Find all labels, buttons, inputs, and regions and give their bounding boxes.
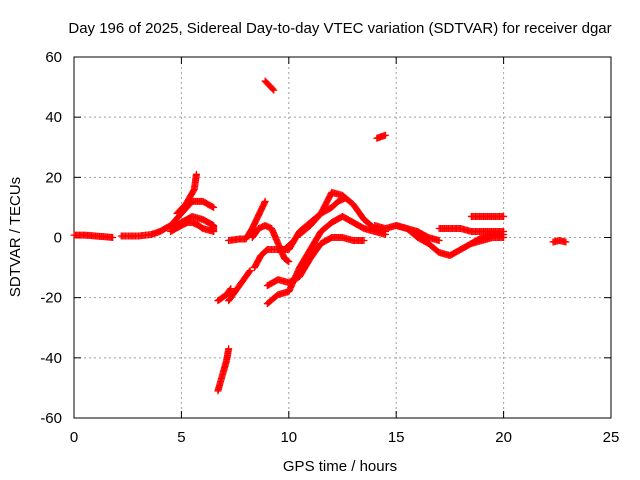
data-point-marker	[208, 203, 216, 211]
data-point-marker	[500, 234, 508, 241]
data-point-marker	[192, 170, 200, 178]
data-point-marker	[261, 197, 269, 205]
data-point-marker	[210, 227, 218, 235]
data-point-marker	[270, 86, 278, 94]
y-axis-label: SDTVAR / TECUs	[7, 177, 24, 297]
y-tick-label: 40	[45, 109, 62, 126]
x-tick-label: 15	[388, 429, 405, 446]
series-arc-17	[373, 131, 389, 142]
x-tick-label: 10	[280, 429, 297, 446]
series-arc-8	[225, 267, 254, 305]
series-arc-6	[214, 345, 233, 395]
data-point-marker	[435, 237, 443, 245]
y-tick-label: 60	[45, 49, 62, 66]
data-point-marker	[226, 286, 234, 294]
y-tick-label: 0	[54, 230, 62, 247]
series-arc-11	[250, 240, 295, 272]
data-point-marker	[360, 237, 368, 245]
data-point-marker	[245, 268, 253, 276]
series-arc-13	[263, 234, 368, 290]
series-arc-4	[167, 218, 218, 235]
data-point-marker	[225, 345, 233, 353]
x-tick-label: 0	[70, 429, 78, 446]
data-point-marker	[500, 212, 508, 220]
y-tick-label: -20	[40, 290, 62, 307]
data-point-marker	[562, 238, 570, 246]
chart-title: Day 196 of 2025, Sidereal Day-to-day VTE…	[68, 20, 611, 37]
data-point-marker	[381, 131, 389, 139]
x-tick-label: 5	[177, 429, 185, 446]
series-arc-19	[392, 221, 508, 260]
y-tick-label: -40	[40, 350, 62, 367]
series-arc-14	[263, 212, 389, 308]
data-series	[70, 77, 570, 395]
data-point-marker	[269, 85, 277, 93]
data-point-marker	[500, 227, 508, 235]
data-point-marker	[246, 267, 254, 275]
data-point-marker	[227, 285, 235, 293]
data-point-marker	[285, 258, 293, 266]
x-tick-label: 20	[495, 429, 512, 446]
x-tick-label: 25	[603, 429, 620, 446]
series-arc-1	[70, 231, 117, 241]
series-arc-21	[467, 234, 508, 248]
series-arc-23	[549, 237, 570, 246]
series-arc-22	[467, 212, 508, 220]
series-arc-20	[435, 224, 508, 235]
series-arc-16	[261, 77, 278, 94]
data-point-marker	[109, 234, 117, 241]
y-tick-label: 20	[45, 169, 62, 186]
series-arc-9	[225, 197, 269, 245]
data-point-marker	[284, 257, 292, 265]
series-arc-5	[173, 170, 200, 217]
data-point-marker	[210, 203, 218, 211]
series-arc-10	[248, 221, 293, 266]
series-arc-7	[214, 285, 235, 305]
x-axis-label: GPS time / hours	[283, 458, 397, 475]
y-tick-label: -60	[40, 410, 62, 427]
axis-ticks: 0 5 10 15 20 25 -60 -40 -20 0 20 40 60	[40, 49, 619, 446]
